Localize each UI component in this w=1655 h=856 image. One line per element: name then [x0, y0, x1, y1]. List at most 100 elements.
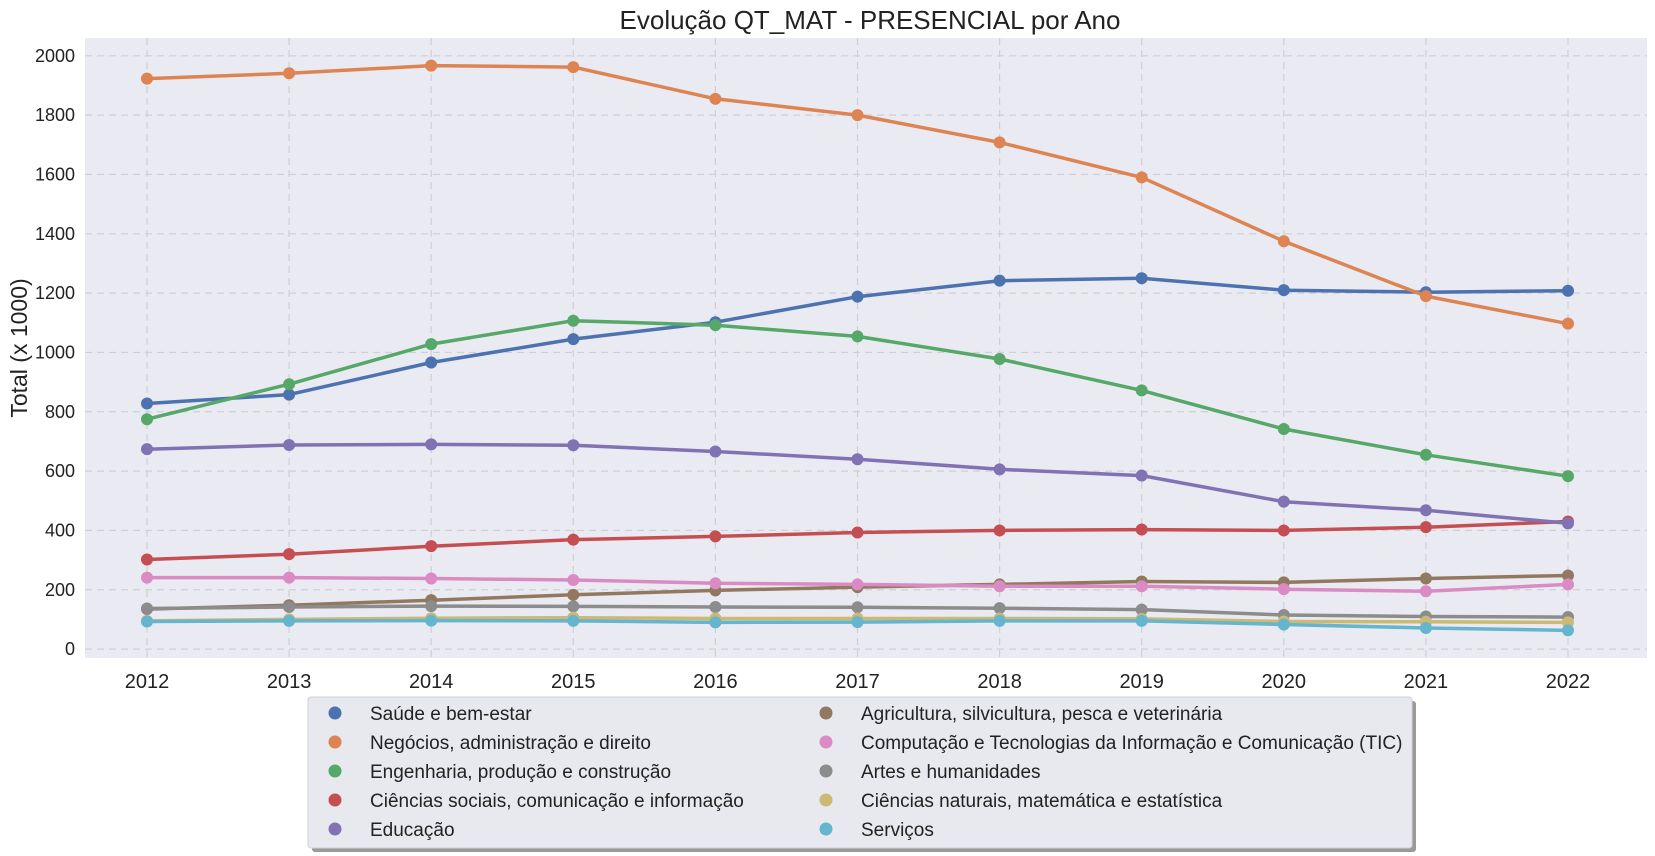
legend-label: Ciências sociais, comunicação e informaç… [370, 791, 744, 812]
y-tick-label: 200 [45, 580, 75, 600]
data-point [1562, 517, 1574, 530]
legend-item: Educação [328, 820, 455, 841]
x-tick-label: 2018 [977, 671, 1022, 693]
y-tick-label: 1800 [35, 105, 75, 125]
series-4 [141, 438, 1574, 530]
legend-item: Ciências naturais, matemática e estatíst… [819, 791, 1223, 812]
data-point [1562, 284, 1574, 297]
y-axis-label: Total (x 1000) [6, 278, 32, 417]
data-point [851, 109, 864, 122]
legend-marker [328, 764, 342, 778]
data-point [709, 319, 722, 332]
legend-label: Serviços [861, 820, 934, 841]
data-point [1135, 171, 1148, 184]
data-point [567, 600, 580, 613]
data-point [425, 614, 438, 627]
x-axis-ticks: 2012 2013 2014 2015 2016 2017 2018 2019 2020 2021… [125, 671, 1591, 693]
y-tick-label: 1400 [35, 224, 75, 244]
x-tick-label: 2019 [1119, 671, 1164, 693]
data-point [425, 572, 438, 585]
legend-item: Artes e humanidades [819, 762, 1041, 783]
data-point [993, 274, 1006, 287]
data-point [1562, 470, 1574, 483]
y-tick-label: 600 [45, 461, 75, 481]
data-point [1135, 580, 1148, 593]
data-point [1135, 384, 1148, 397]
data-point [425, 338, 438, 351]
data-point [283, 571, 296, 584]
data-point [141, 602, 153, 615]
legend-item: Negócios, administração e direito [328, 733, 651, 754]
legend-item: Computação e Tecnologias da Informação e… [819, 733, 1402, 754]
data-point [567, 439, 580, 452]
data-point [1562, 624, 1574, 637]
data-point [1277, 524, 1290, 537]
data-point [709, 600, 722, 613]
data-point [851, 616, 864, 629]
y-tick-label: 1000 [35, 342, 75, 362]
legend-label: Engenharia, produção e construção [370, 762, 671, 783]
legend-label: Ciências naturais, matemática e estatíst… [861, 791, 1223, 812]
data-point [1562, 317, 1574, 330]
data-point [567, 314, 580, 327]
data-point [1419, 290, 1432, 303]
data-point [851, 526, 864, 539]
chart-title: Evolução QT_MAT - PRESENCIAL por Ano [620, 5, 1121, 35]
data-point [141, 413, 153, 426]
y-tick-label: 2000 [35, 46, 75, 66]
data-point [1562, 569, 1574, 582]
x-tick-label: 2015 [551, 671, 596, 693]
series-1 [141, 59, 1574, 330]
data-point [1562, 578, 1574, 591]
x-tick-label: 2013 [267, 671, 312, 693]
legend-marker [819, 764, 833, 778]
series-2 [141, 314, 1574, 483]
data-point [709, 530, 722, 543]
y-tick-label: 0 [65, 639, 75, 659]
data-point [1277, 235, 1290, 248]
data-point [141, 72, 153, 85]
x-tick-label: 2021 [1404, 671, 1449, 693]
legend-marker [328, 793, 342, 807]
legend-label: Negócios, administração e direito [370, 733, 651, 754]
y-axis-ticks: 0 200 400 600 800 1000 1200 1400 1600 1800 2000 [35, 46, 75, 659]
data-point [993, 614, 1006, 627]
legend-marker [328, 822, 342, 836]
data-point [1277, 284, 1290, 297]
legend-label: Artes e humanidades [861, 762, 1041, 783]
legend-marker [328, 735, 342, 749]
data-point [425, 540, 438, 553]
data-point [993, 602, 1006, 615]
y-tick-label: 400 [45, 520, 75, 540]
data-point [1135, 272, 1148, 285]
legend-label: Computação e Tecnologias da Informação e… [861, 733, 1402, 754]
plot-area [85, 38, 1647, 658]
legend-box [307, 696, 1413, 849]
series-lines [141, 59, 1574, 637]
data-point [709, 577, 722, 590]
y-tick-label: 800 [45, 402, 75, 422]
legend-marker [819, 793, 833, 807]
data-point [1419, 585, 1432, 598]
data-point [283, 378, 296, 391]
data-point [141, 397, 153, 410]
series-6 [141, 571, 1574, 598]
legend: Saúde e bem-estar Negócios, administração… [307, 696, 1416, 852]
data-point [993, 580, 1006, 593]
data-point [141, 443, 153, 456]
x-tick-label: 2014 [409, 671, 454, 693]
data-point [851, 578, 864, 591]
data-point [851, 330, 864, 343]
data-point [283, 439, 296, 452]
data-point [567, 614, 580, 627]
legend-label: Educação [370, 820, 455, 841]
legend-item: Saúde e bem-estar [328, 704, 532, 725]
y-tick-label: 1600 [35, 164, 75, 184]
data-point [141, 571, 153, 584]
data-point [851, 601, 864, 614]
data-point [283, 67, 296, 80]
data-point [993, 463, 1006, 476]
data-point [283, 614, 296, 627]
data-point [283, 388, 296, 401]
data-point [567, 333, 580, 346]
